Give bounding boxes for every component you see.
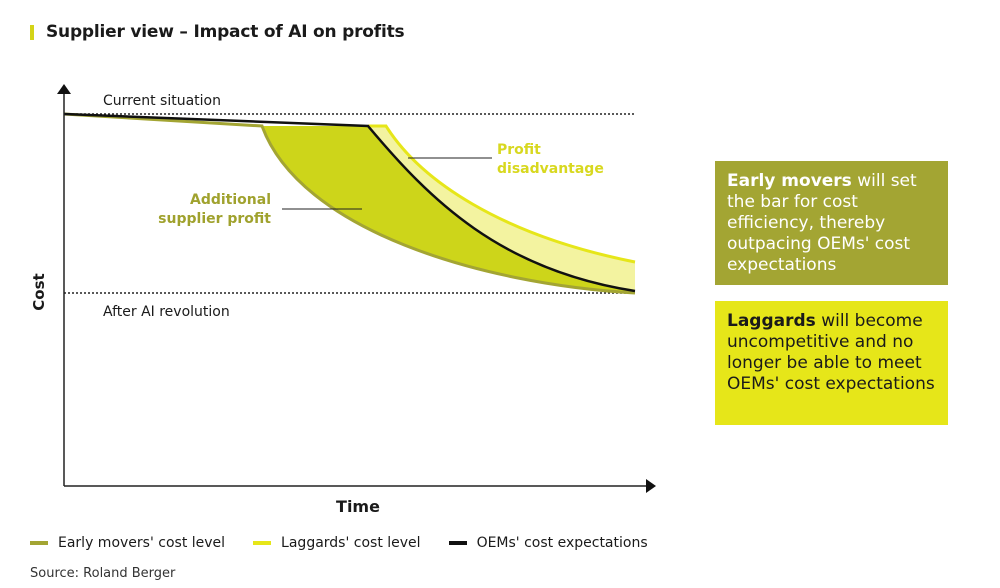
x-axis-arrow <box>646 479 656 493</box>
page-title: Supplier view – Impact of AI on profits <box>46 22 405 42</box>
profit-disadvantage-label-2: disadvantage <box>497 161 604 177</box>
title-accent-bar <box>30 24 34 40</box>
current-situation-label: Current situation <box>103 93 221 109</box>
laggards-callout-bold: Laggards <box>727 311 816 331</box>
additional-profit-label-1: Additional <box>190 192 271 208</box>
legend-swatch-early-movers <box>30 541 48 545</box>
legend: Early movers' cost level Laggards' cost … <box>30 535 676 551</box>
legend-swatch-laggards <box>253 541 272 545</box>
header: Supplier view – Impact of AI on profits <box>30 22 405 42</box>
profit-disadvantage-label-1: Profit <box>497 142 541 158</box>
additional-profit-label-2: supplier profit <box>158 211 271 227</box>
early-movers-callout-bold: Early movers <box>727 171 852 191</box>
source-note: Source: Roland Berger <box>30 566 176 581</box>
early-movers-callout-text: will set the bar for cost efficiency, th… <box>727 171 917 275</box>
legend-label-early-movers: Early movers' cost level <box>58 535 226 551</box>
early-movers-callout: Early movers will set the bar for cost e… <box>715 161 948 285</box>
legend-item-laggards: Laggards' cost level <box>253 535 421 551</box>
after-ai-label: After AI revolution <box>103 304 230 320</box>
y-axis-arrow <box>57 84 71 94</box>
laggards-callout: Laggards will become uncompetitive and n… <box>715 301 948 425</box>
legend-item-early-movers: Early movers' cost level <box>30 535 225 551</box>
laggards-cost-curve <box>368 124 636 264</box>
legend-swatch-oem <box>448 541 467 545</box>
legend-label-laggards: Laggards' cost level <box>281 535 421 551</box>
oem-cost-expectations-curve <box>63 112 636 293</box>
x-axis-label: Time <box>336 497 380 516</box>
y-axis-label: Cost <box>30 273 48 310</box>
profit-disadvantage-area <box>368 126 635 292</box>
early-movers-cost-curve <box>63 112 636 295</box>
laggards-callout-text: will become uncompetitive and no longer … <box>727 311 935 394</box>
legend-item-oem: OEMs' cost expectations <box>448 535 648 551</box>
legend-label-oem: OEMs' cost expectations <box>476 535 648 551</box>
